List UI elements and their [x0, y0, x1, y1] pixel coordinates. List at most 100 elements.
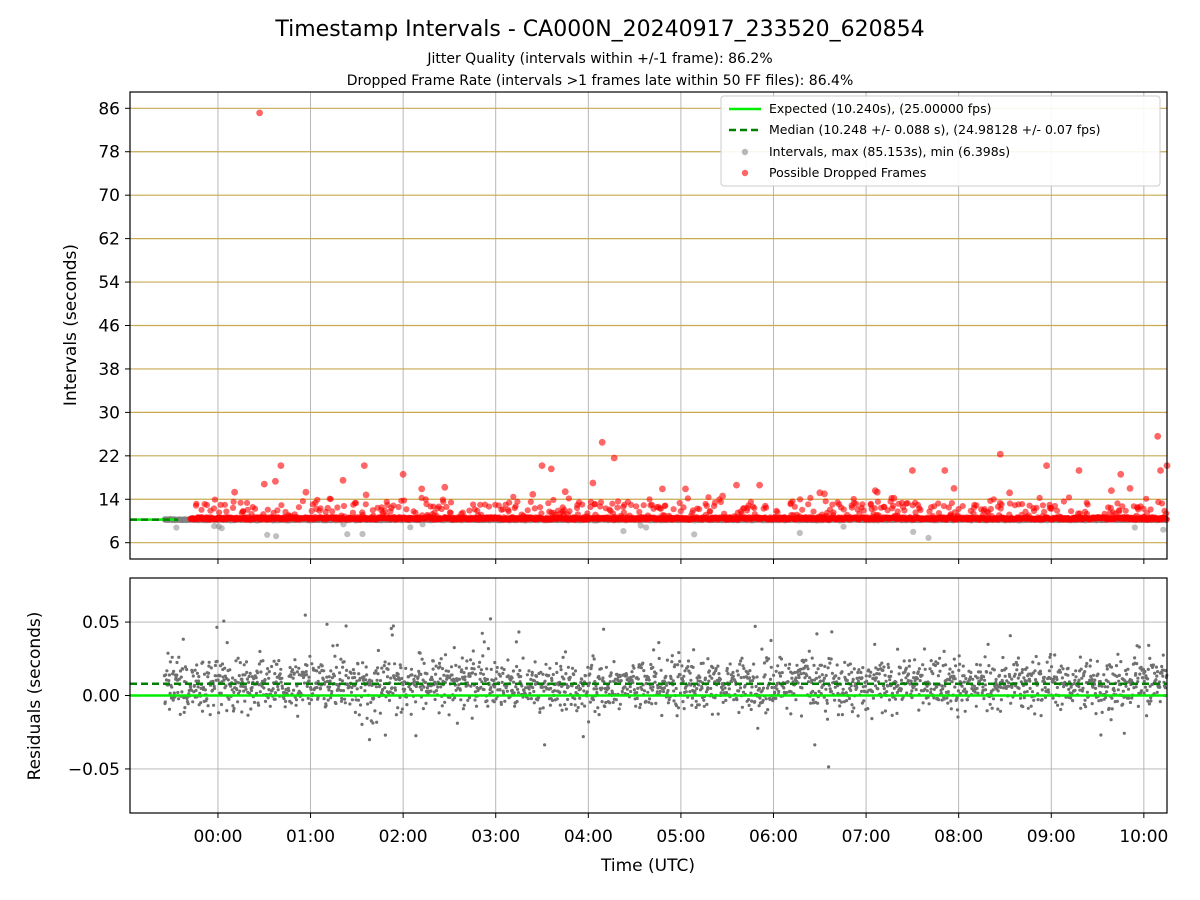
residual-point	[416, 675, 420, 679]
residual-point	[478, 660, 482, 665]
residual-point	[532, 679, 537, 683]
residual-point	[400, 676, 404, 681]
residual-point	[271, 687, 275, 691]
residual-point	[383, 733, 387, 737]
residual-point	[489, 686, 493, 690]
residual-point	[376, 648, 380, 653]
dropped-frame-point	[822, 498, 829, 505]
residual-point	[371, 721, 375, 725]
dropped-frame-point	[352, 500, 360, 507]
residual-point	[502, 667, 506, 672]
dropped-frame-point	[221, 501, 228, 508]
residual-point	[480, 631, 484, 635]
residual-point	[335, 643, 339, 647]
residual-point	[340, 696, 344, 701]
residual-point	[276, 684, 280, 689]
residual-point	[387, 662, 391, 666]
residual-point	[218, 674, 222, 678]
residual-point	[177, 655, 181, 659]
dropped-frame-point	[252, 505, 259, 512]
interval-point	[1160, 526, 1167, 533]
residual-point	[398, 663, 402, 667]
residual-point	[447, 713, 451, 717]
residual-point	[262, 686, 266, 690]
dropped-frame-point	[871, 505, 878, 512]
residual-point	[275, 662, 279, 666]
figure-subtitle-dropped: Dropped Frame Rate (intervals >1 frames …	[347, 73, 854, 89]
dropped-frame-point	[1158, 500, 1166, 507]
dropped-frame-point	[362, 491, 370, 499]
residual-point	[357, 713, 361, 717]
residual-point	[439, 685, 443, 689]
dropped-frame-point	[948, 500, 956, 507]
residual-point	[176, 690, 180, 695]
residual-point	[195, 671, 199, 676]
residual-point	[420, 657, 424, 661]
dropped-frame-point	[1075, 467, 1083, 474]
residual-point	[305, 684, 309, 689]
top-y-tick-label: 14	[98, 490, 120, 510]
residual-point	[466, 698, 470, 703]
residual-point	[365, 716, 369, 720]
residual-point	[389, 626, 393, 631]
dropped-frame-point	[990, 496, 997, 503]
dropped-frame-point	[340, 502, 348, 510]
residual-point	[207, 660, 211, 664]
dropped-frame-point	[1036, 494, 1043, 501]
residual-point	[353, 710, 357, 715]
residual-point	[506, 658, 510, 662]
residual-point	[353, 675, 357, 680]
dropped-frame-point	[973, 502, 980, 509]
residual-point	[236, 656, 240, 660]
residual-point	[359, 685, 363, 690]
residual-point	[463, 675, 467, 679]
residual-point	[517, 630, 521, 634]
dropped-frame-point	[339, 476, 347, 484]
dropped-frame-point	[514, 498, 521, 505]
residual-point	[469, 658, 473, 662]
top-y-tick-label: 38	[98, 360, 120, 380]
residual-point	[355, 687, 359, 691]
dropped-frame-point	[302, 488, 310, 496]
residual-point	[437, 711, 441, 715]
residual-point	[396, 672, 400, 676]
residual-point	[294, 698, 299, 702]
residual-point	[249, 688, 254, 693]
dropped-frame-point	[193, 500, 200, 507]
residual-point	[493, 660, 497, 665]
dropped-frame-point	[579, 501, 586, 508]
residual-point	[328, 685, 332, 689]
residual-point	[455, 721, 459, 725]
dropped-frame-point	[545, 500, 552, 507]
dropped-frame-point	[756, 481, 763, 489]
residual-point	[192, 683, 197, 688]
residual-point	[459, 698, 463, 702]
residual-point	[270, 664, 274, 669]
residual-point	[413, 674, 417, 678]
dropped-frame-point	[1157, 467, 1164, 474]
dropped-frame-point	[395, 503, 402, 511]
residual-point	[168, 660, 172, 664]
interval-point	[637, 522, 644, 529]
residual-point	[212, 703, 216, 707]
dropped-frame-point	[529, 491, 537, 498]
dropped-frame-point	[680, 504, 687, 511]
dropped-frame-point	[1060, 498, 1067, 505]
residual-point	[500, 680, 504, 685]
residual-point	[370, 679, 374, 683]
dropped-frame-point	[589, 479, 597, 487]
residual-point	[304, 670, 308, 674]
dropped-frame-point	[909, 467, 916, 474]
dropped-frame-point	[443, 503, 450, 510]
residual-point	[197, 675, 201, 679]
residual-point	[318, 687, 322, 691]
dropped-frame-point	[1054, 507, 1061, 514]
dropped-frame-point	[1019, 501, 1026, 508]
dropped-frame-point	[399, 470, 407, 478]
residual-point	[527, 687, 531, 691]
residual-point	[433, 697, 437, 702]
residual-point	[340, 679, 344, 683]
residual-point	[486, 704, 490, 708]
dropped-frame-point	[719, 492, 726, 500]
residual-point	[172, 691, 176, 695]
